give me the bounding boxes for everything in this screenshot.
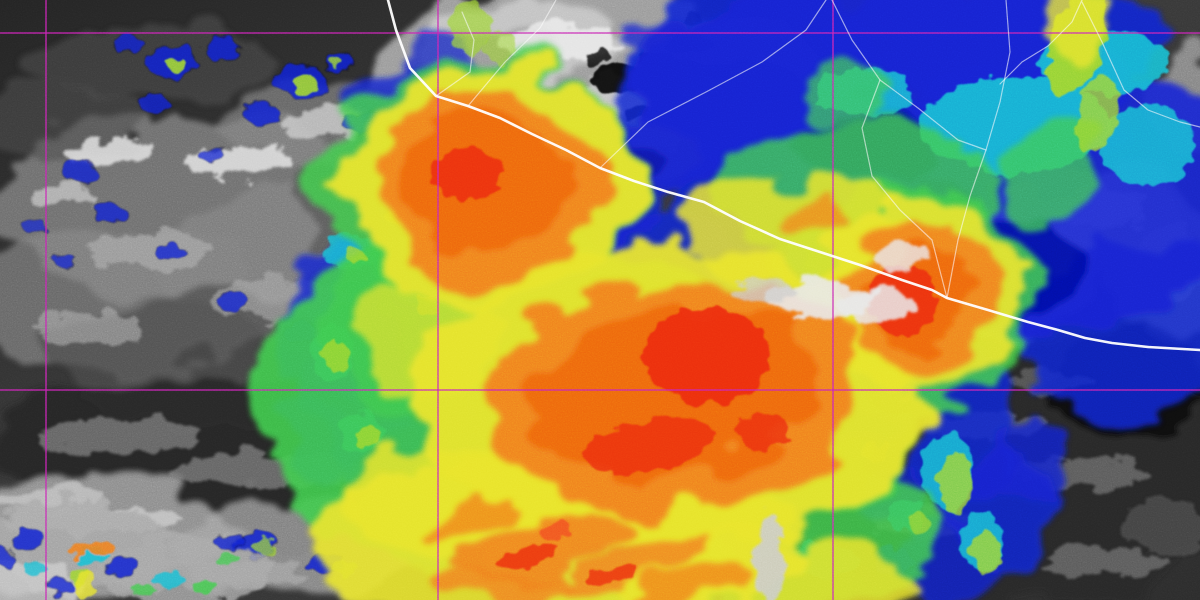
satellite-ir-image: [0, 0, 1200, 600]
satellite-image-viewport: [0, 0, 1200, 600]
film-grain: [0, 0, 1200, 600]
